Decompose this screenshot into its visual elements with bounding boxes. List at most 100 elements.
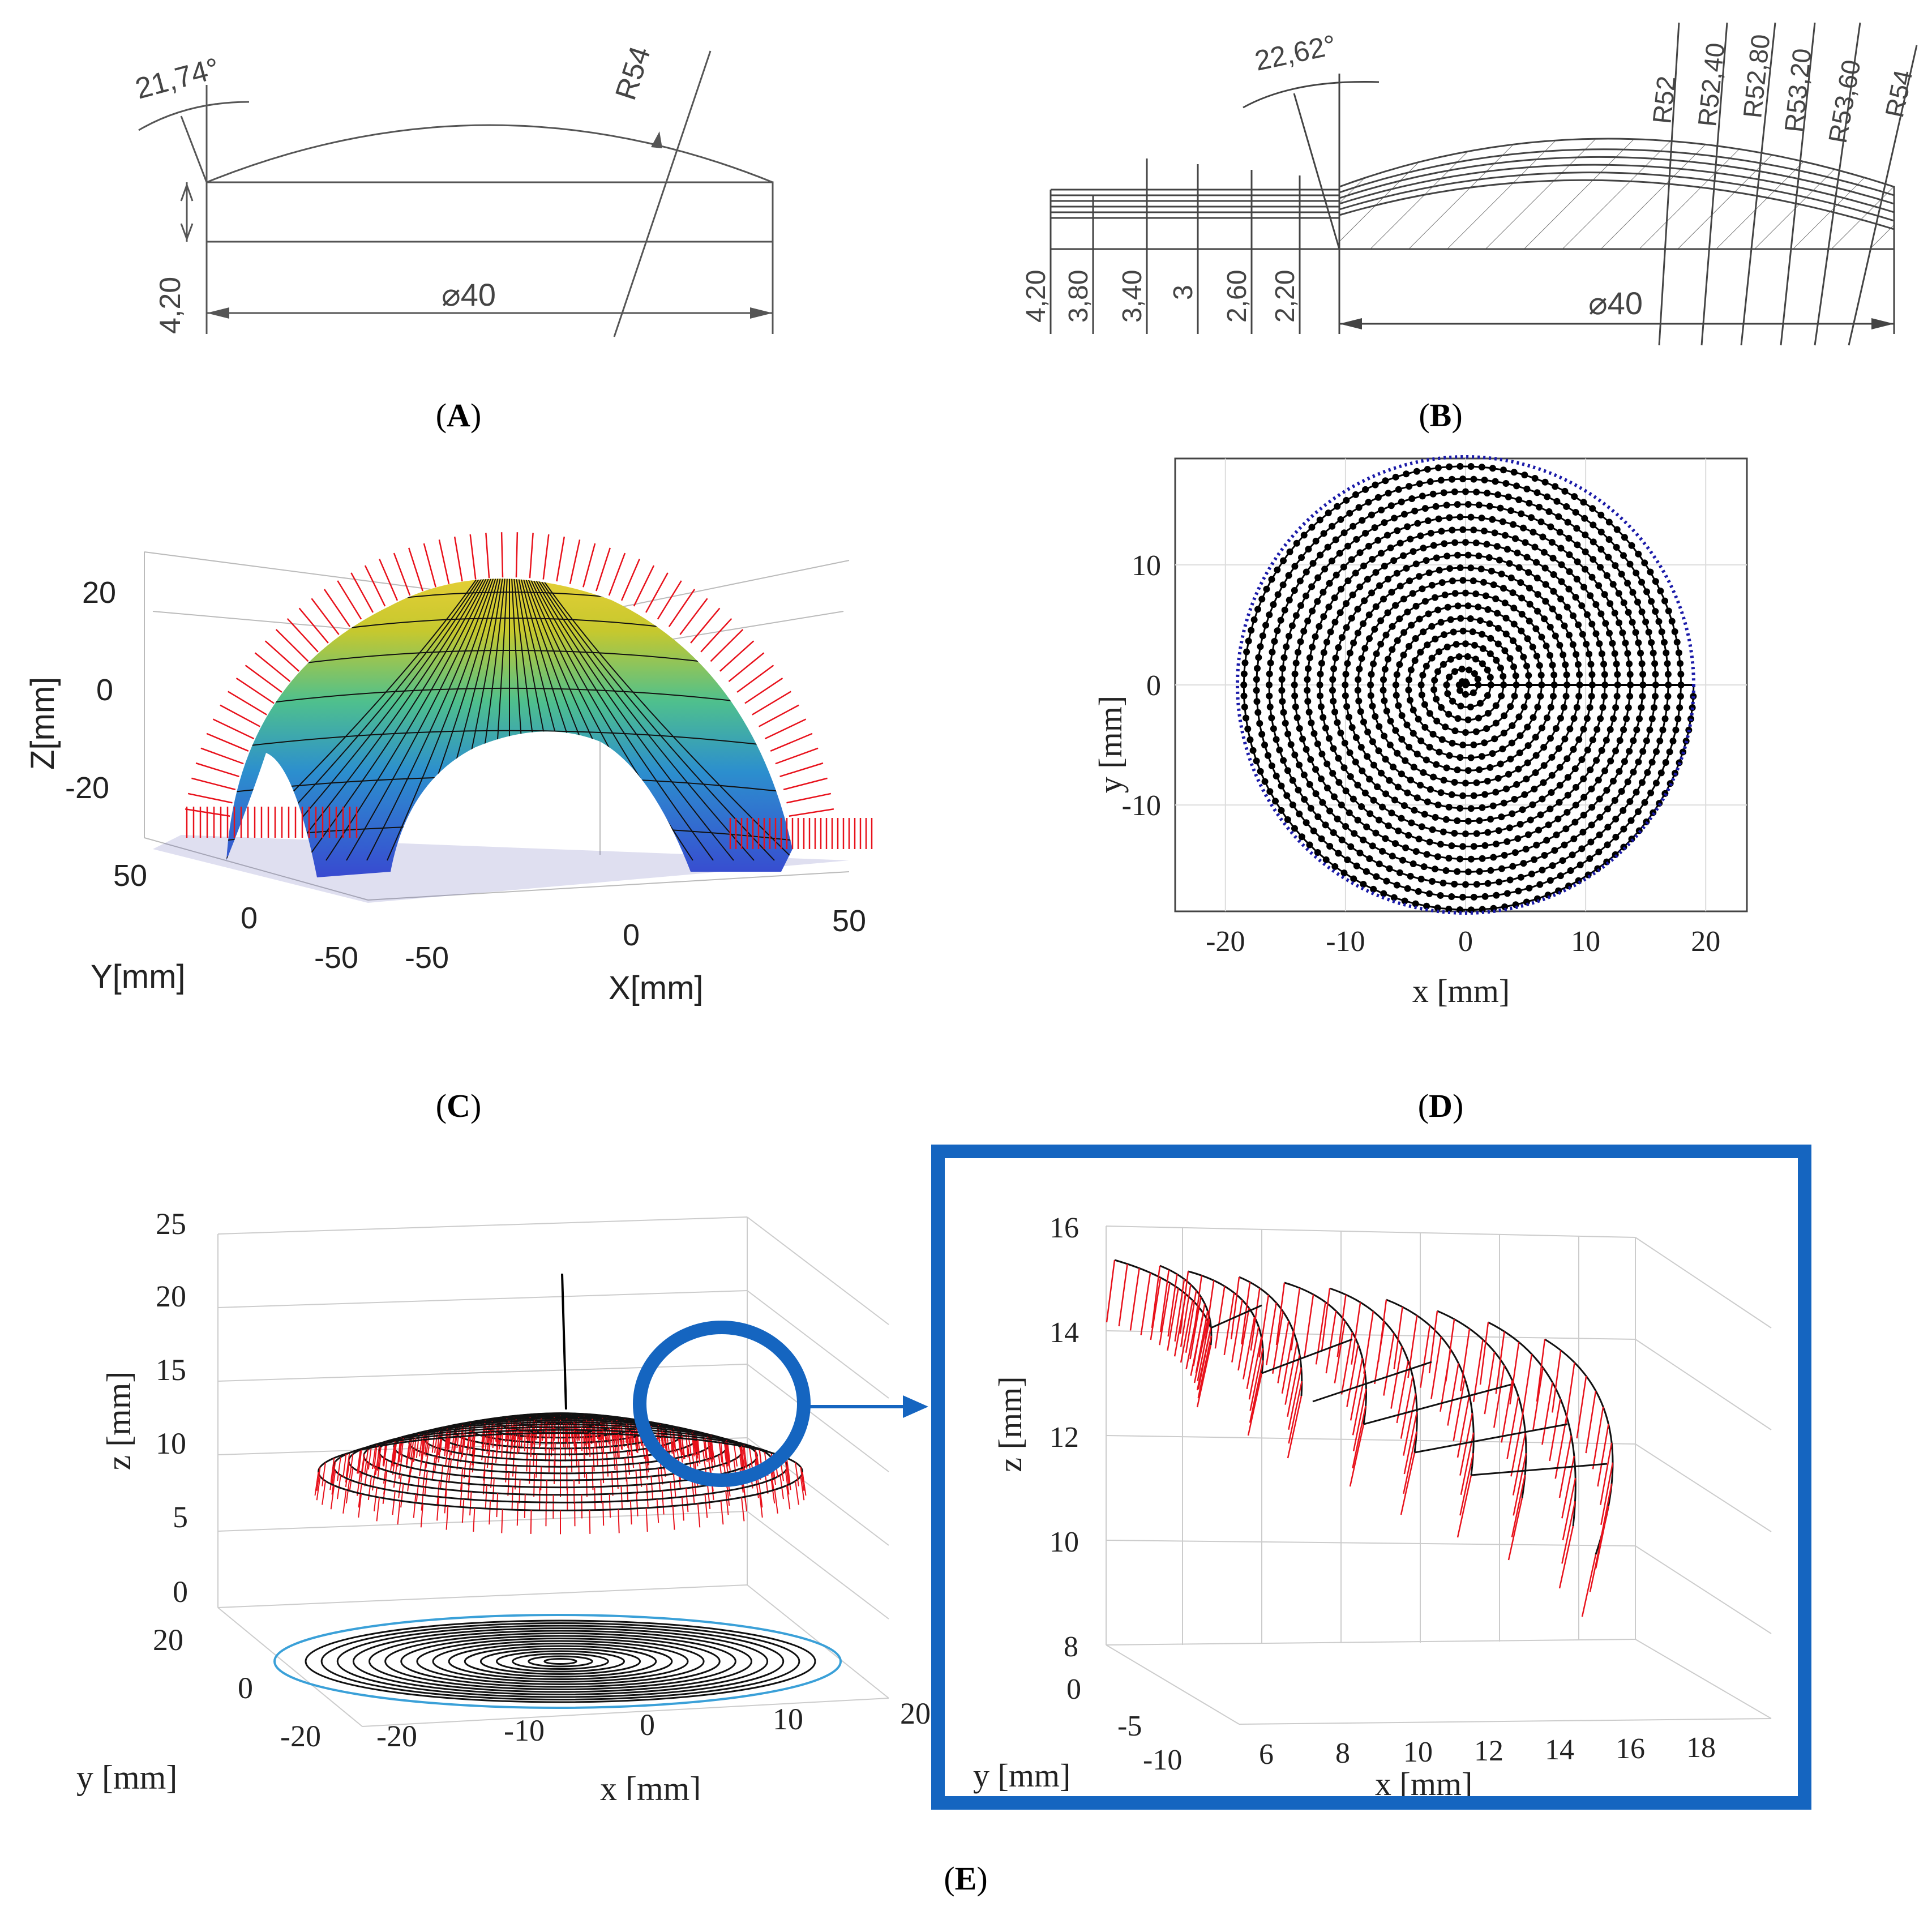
path-point xyxy=(1336,550,1343,557)
path-point xyxy=(1432,635,1439,642)
path-point xyxy=(1419,671,1426,679)
normal-arrow xyxy=(1552,1350,1562,1413)
path-point xyxy=(1348,724,1356,731)
path-point xyxy=(1398,735,1406,743)
path-point xyxy=(1512,672,1519,679)
path-point xyxy=(1454,551,1461,559)
path-point xyxy=(1597,546,1605,553)
path-point xyxy=(1400,629,1408,636)
path-point xyxy=(1308,524,1316,531)
normal-arrow xyxy=(254,652,291,682)
path-point xyxy=(1536,503,1543,511)
path-point xyxy=(1451,668,1459,675)
normal-arrow xyxy=(1352,1389,1367,1451)
path-point xyxy=(1509,722,1516,729)
path-point xyxy=(1434,668,1442,675)
normal-arrow xyxy=(720,1442,724,1467)
path-point xyxy=(1469,628,1476,636)
path-point xyxy=(1605,629,1613,637)
normal-arrow xyxy=(685,1488,689,1512)
path-point xyxy=(1481,739,1488,747)
path-point xyxy=(1406,697,1413,704)
path-point xyxy=(1381,697,1388,704)
path-point xyxy=(1322,725,1329,732)
normal-arrow xyxy=(740,1497,745,1522)
normal-arrow xyxy=(516,1502,519,1526)
radius-label: R52,40 xyxy=(1692,41,1730,128)
path-point xyxy=(1440,489,1447,496)
path-point xyxy=(1459,526,1467,533)
path-point xyxy=(1492,702,1500,709)
path-point xyxy=(1550,682,1558,688)
path-point xyxy=(1669,738,1677,745)
path-point xyxy=(1391,515,1398,522)
path-point xyxy=(1291,692,1299,700)
path-point xyxy=(1276,747,1283,754)
thickness-label: 3,80 xyxy=(1064,270,1094,323)
radius-label: R52,80 xyxy=(1737,33,1775,119)
path-point xyxy=(1457,615,1464,622)
axes-box xyxy=(1106,1226,1772,1725)
normal-arrow xyxy=(1459,1413,1473,1476)
normal-arrow xyxy=(364,565,386,607)
path-point xyxy=(1526,618,1533,625)
normal-arrow xyxy=(1352,1406,1366,1468)
normal-arrow xyxy=(685,1433,689,1458)
path-point xyxy=(1253,698,1261,705)
path-point xyxy=(1633,726,1640,734)
path-point xyxy=(1348,615,1355,622)
path-point xyxy=(1451,779,1458,786)
path-point xyxy=(1376,860,1383,868)
path-point xyxy=(1331,594,1338,602)
normal-arrow xyxy=(1536,1339,1546,1402)
path-point xyxy=(1515,765,1522,773)
path-point xyxy=(1481,842,1489,849)
path-point xyxy=(1367,682,1374,688)
path-point xyxy=(1304,676,1311,683)
normal-arrow xyxy=(700,618,732,653)
path-point xyxy=(1406,642,1413,650)
normal-arrow xyxy=(629,1432,632,1456)
path-point xyxy=(1612,815,1620,822)
path-point xyxy=(1366,775,1373,783)
path-point xyxy=(1384,655,1391,663)
path-point xyxy=(1572,593,1579,601)
path-point xyxy=(1562,693,1570,700)
path-point xyxy=(1423,662,1430,670)
path-point xyxy=(1417,737,1425,744)
path-point xyxy=(1419,492,1426,500)
path-point xyxy=(1467,615,1474,623)
path-point xyxy=(1483,725,1490,732)
path-point xyxy=(1648,759,1656,766)
path-point xyxy=(1549,692,1557,700)
normal-arrow xyxy=(620,1485,623,1510)
floor-ring xyxy=(352,1627,769,1695)
normal-arrow xyxy=(672,1473,676,1498)
path-point xyxy=(1370,660,1377,667)
path-point xyxy=(1342,787,1350,795)
path-point xyxy=(1467,754,1475,761)
path-point xyxy=(1613,526,1621,533)
path-point xyxy=(1470,526,1477,534)
path-point xyxy=(1532,734,1539,741)
panel-b-drawing: 22,62° R52 R52,40 R52,80 R53,20 R53,60 R… xyxy=(1021,22,1918,346)
path-point xyxy=(1603,572,1610,579)
angle-label: 22,62° xyxy=(1252,29,1339,77)
path-point xyxy=(1487,650,1494,657)
z-tick: 15 xyxy=(156,1353,186,1387)
normal-arrow xyxy=(539,1424,541,1449)
normal-arrow xyxy=(743,1487,748,1512)
path-point xyxy=(1421,723,1429,731)
path-point xyxy=(1336,609,1344,616)
z-tick: 8 xyxy=(1064,1631,1078,1663)
path-point xyxy=(1492,789,1500,796)
path-point xyxy=(1410,548,1417,555)
z-tick: -20 xyxy=(65,771,109,805)
path-point xyxy=(1342,692,1349,700)
angle-label: 21,74° xyxy=(132,52,223,106)
path-point xyxy=(1473,489,1480,496)
path-point xyxy=(1337,516,1344,523)
path-point xyxy=(1350,875,1357,882)
path-point xyxy=(1406,483,1413,490)
